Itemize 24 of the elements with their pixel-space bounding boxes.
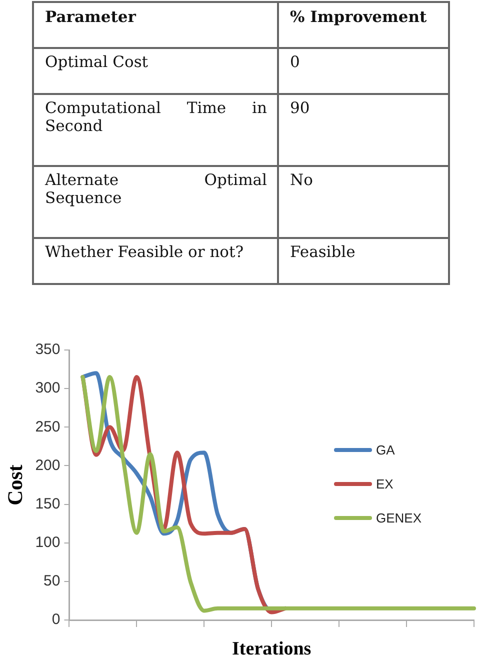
x-axis-title: Iterations <box>232 638 312 660</box>
text: % Improvement <box>278 2 449 48</box>
y-tick-label: 250 <box>35 418 60 436</box>
y-tick-label: 150 <box>35 495 60 512</box>
y-tick-label: 100 <box>35 534 60 551</box>
text: Computational Time in Second <box>33 94 278 166</box>
y-tick-label: 200 <box>35 456 60 474</box>
text: 0 <box>278 48 449 94</box>
text: Alternate Optimal Sequence <box>33 166 278 238</box>
text: No <box>278 166 449 238</box>
legend-label: EX <box>376 476 394 492</box>
y-axis-title: Cost <box>3 464 28 506</box>
legend-label: GA <box>376 442 396 458</box>
legend-label: GENEX <box>376 510 422 526</box>
y-tick-label: 300 <box>35 380 60 397</box>
text: Parameter <box>33 2 278 48</box>
text: Whether Feasible or not? <box>33 238 278 284</box>
line-series <box>80 375 476 613</box>
y-tick-label: 350 <box>35 341 60 358</box>
y-tick-label: 50 <box>44 572 60 590</box>
text: Feasible <box>278 238 449 284</box>
y-tick-label: 0 <box>52 611 60 628</box>
text: 90 <box>278 94 449 166</box>
text: Optimal Cost <box>33 48 278 94</box>
